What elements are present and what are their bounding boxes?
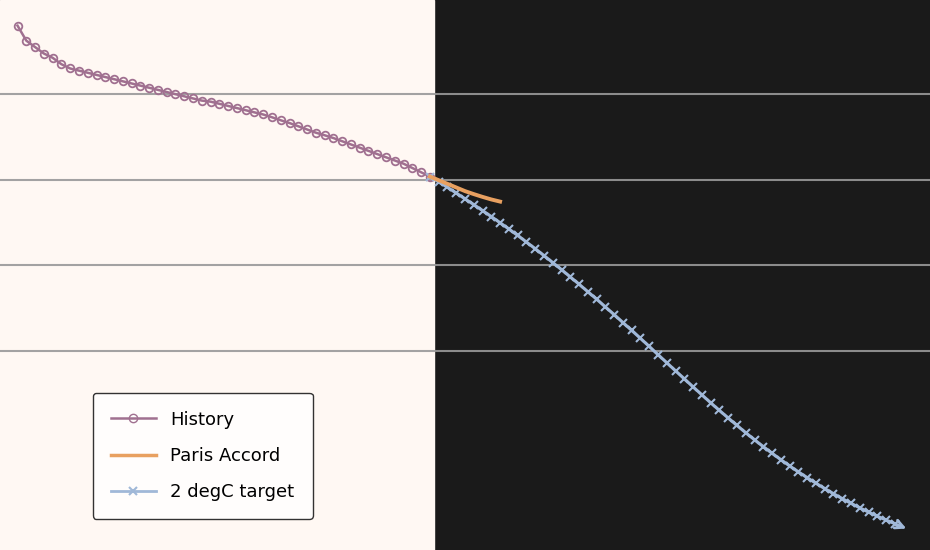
Bar	[0, 0, 434, 550]
Legend: History, Paris Accord, 2 degC target: History, Paris Accord, 2 degC target	[93, 393, 312, 519]
